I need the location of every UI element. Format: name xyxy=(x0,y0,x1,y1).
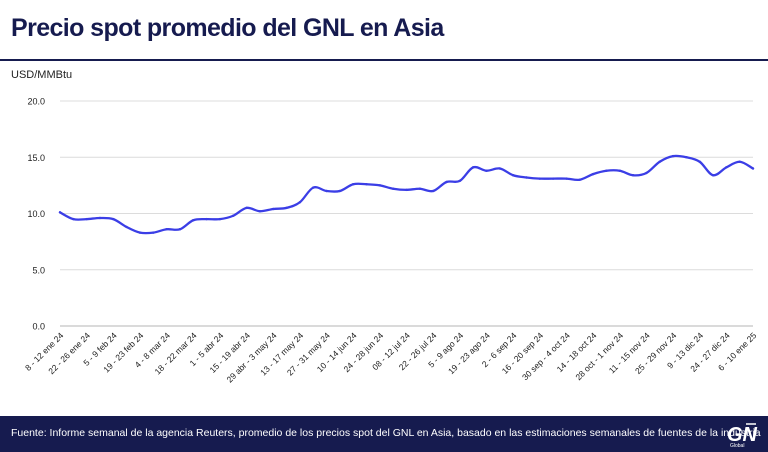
data-point xyxy=(751,167,755,170)
data-point xyxy=(245,206,248,210)
line-chart: USD/MMBtu 0.05.010.015.020.0 8 - 12 ene … xyxy=(11,69,759,385)
data-point xyxy=(525,176,528,179)
data-point xyxy=(192,219,195,222)
y-tick-label: 5.0 xyxy=(32,265,45,275)
data-point xyxy=(205,217,208,221)
data-point xyxy=(538,177,541,180)
data-point xyxy=(431,189,435,193)
data-point xyxy=(125,225,128,229)
data-point xyxy=(325,189,328,193)
data-point xyxy=(565,177,568,180)
data-point xyxy=(685,156,688,159)
data-point xyxy=(511,174,515,177)
data-point xyxy=(258,210,262,213)
title-divider xyxy=(0,59,768,61)
footer-bar: Fuente: Informe semanal de la agencia Re… xyxy=(0,416,768,452)
data-point xyxy=(138,231,142,234)
data-point xyxy=(498,167,501,170)
data-point xyxy=(152,231,155,234)
data-point xyxy=(285,206,288,210)
data-point xyxy=(378,184,382,187)
data-point xyxy=(391,187,395,190)
source-note: Fuente: Informe semanal de la agencia Re… xyxy=(11,427,761,439)
data-point xyxy=(698,160,701,163)
data-point xyxy=(591,172,595,176)
data-point xyxy=(725,166,728,169)
data-point xyxy=(605,169,608,172)
y-tick-label: 0.0 xyxy=(32,322,45,332)
data-point xyxy=(178,228,182,231)
svg-text:GN: GN xyxy=(727,424,758,446)
gnl-global-logo: GN Global xyxy=(727,423,758,449)
data-point xyxy=(671,154,675,158)
data-point xyxy=(72,217,75,221)
data-point xyxy=(58,211,62,214)
data-point xyxy=(471,166,475,169)
data-point xyxy=(618,169,621,172)
data-point xyxy=(418,187,422,190)
y-axis-label: USD/MMBtu xyxy=(11,69,72,81)
data-point xyxy=(458,179,462,183)
data-point xyxy=(711,174,715,177)
data-point xyxy=(631,174,635,177)
y-tick-label: 15.0 xyxy=(27,153,45,163)
data-point xyxy=(445,180,448,184)
data-point xyxy=(165,228,168,231)
price-series-line xyxy=(58,154,755,235)
data-point xyxy=(312,186,315,189)
data-point xyxy=(485,169,488,172)
data-point xyxy=(738,160,741,163)
data-point xyxy=(85,217,88,221)
data-point xyxy=(272,207,275,211)
data-point xyxy=(298,201,302,204)
chart-title: Precio spot promedio del GNL en Asia xyxy=(11,14,444,42)
y-tick-label: 10.0 xyxy=(27,209,45,219)
data-point xyxy=(218,217,222,221)
data-point xyxy=(351,183,355,186)
data-point xyxy=(658,160,661,163)
data-point xyxy=(112,217,115,221)
data-point xyxy=(551,177,555,180)
data-point xyxy=(98,216,102,220)
svg-text:Global: Global xyxy=(730,443,744,449)
data-point xyxy=(232,214,235,217)
data-point xyxy=(645,171,648,175)
data-point xyxy=(578,178,581,181)
data-point xyxy=(338,189,342,193)
data-point xyxy=(365,183,368,186)
data-point xyxy=(405,188,408,192)
y-tick-label: 20.0 xyxy=(27,97,45,107)
